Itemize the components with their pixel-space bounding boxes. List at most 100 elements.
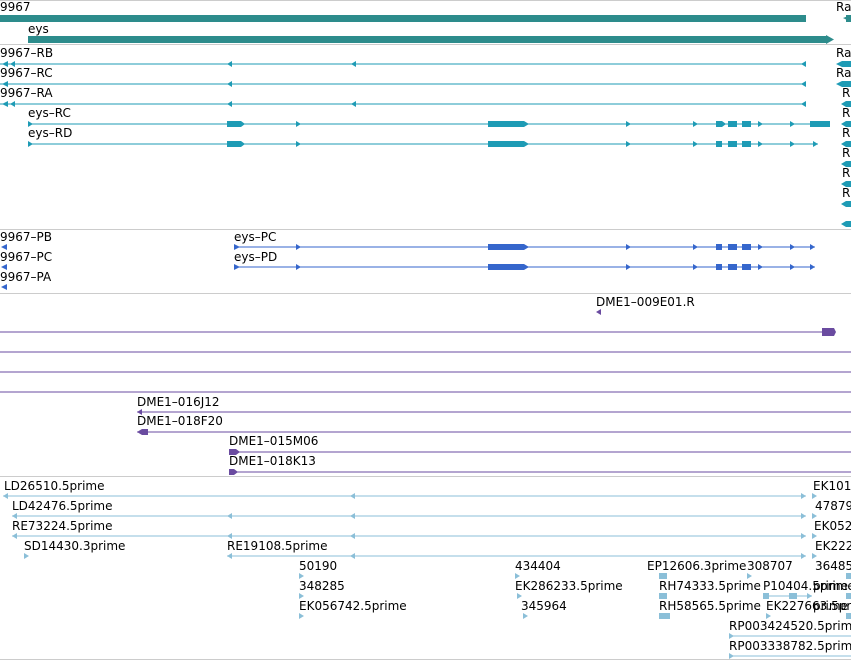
est-label-right-36485[interactable]: 36485	[815, 559, 851, 573]
transcript-label-right-1[interactable]: Ra	[836, 46, 851, 60]
est-label-348285[interactable]: 348285	[299, 579, 345, 593]
est-345964[interactable]	[523, 613, 528, 619]
clone-015m06[interactable]	[229, 449, 851, 455]
est-label-308707[interactable]: 308707	[747, 559, 793, 573]
protein-track	[1, 244, 815, 290]
protein-9967-pa[interactable]	[1, 284, 7, 290]
protein-eys-pd[interactable]	[234, 264, 815, 270]
est-label-re19108[interactable]: RE19108.5prime	[227, 539, 328, 553]
transcript-eys-rd[interactable]	[28, 141, 818, 147]
est-label-434404[interactable]: 434404	[515, 559, 561, 573]
transcript-label-eys-rc[interactable]: eys–RC	[28, 106, 71, 120]
transcript-9967-rc[interactable]	[0, 81, 806, 87]
transcript-label-right-7[interactable]: R	[842, 166, 851, 180]
est-ep12606[interactable]	[659, 573, 667, 579]
clone-label-016j12[interactable]: DME1–016J12	[137, 395, 220, 409]
est-rp003338782[interactable]	[729, 653, 851, 659]
transcript-label-right-8[interactable]: R	[842, 186, 851, 200]
est-label-right-ek052[interactable]: EK052	[814, 519, 851, 533]
clone-label-015m06[interactable]: DME1–015M06	[229, 434, 319, 448]
est-434404[interactable]	[515, 573, 520, 579]
est-label-ek056742[interactable]: EK056742.5prime	[299, 599, 407, 613]
est-ek056742[interactable]	[299, 613, 304, 619]
est-label-ek286233[interactable]: EK286233.5prime	[515, 579, 623, 593]
transcript-eys-rc[interactable]	[28, 121, 830, 127]
est-re19108[interactable]	[227, 553, 806, 559]
gene-track	[0, 15, 851, 44]
est-label-right-prime-a[interactable]: prime	[813, 579, 848, 593]
est-rh74333[interactable]	[659, 593, 667, 599]
est-label-right-prime-b[interactable]: prime	[813, 599, 848, 613]
transcript-label-9967-ra[interactable]: 9967–RA	[0, 86, 53, 100]
est-label-50190[interactable]: 50190	[299, 559, 338, 573]
protein-label-9967-pa[interactable]: 9967–PA	[0, 270, 52, 284]
transcript-label-right-3[interactable]: R	[842, 86, 851, 100]
est-348285[interactable]	[299, 593, 304, 599]
transcript-label-eys-rd[interactable]: eys–RD	[28, 126, 73, 140]
est-ek227663[interactable]	[766, 613, 771, 619]
transcript-right-edge[interactable]	[836, 61, 851, 227]
est-ek286233[interactable]	[517, 593, 522, 599]
transcript-label-right-2[interactable]: Ra	[836, 66, 851, 80]
est-rp003424520[interactable]	[729, 633, 851, 639]
est-label-right-ek222[interactable]: EK222	[815, 539, 851, 553]
protein-label-eys-pd[interactable]: eys–PD	[234, 250, 278, 264]
clone-label-009e01[interactable]: DME1–009E01.R	[596, 295, 695, 309]
clone-label-018f20[interactable]: DME1–018F20	[137, 414, 223, 428]
est-label-re73224[interactable]: RE73224.5prime	[12, 519, 113, 533]
transcript-label-right-5[interactable]: R	[842, 126, 851, 140]
est-label-ld26510[interactable]: LD26510.5prime	[4, 479, 105, 493]
gene-feature-ra-bar[interactable]	[846, 15, 851, 22]
est-label-p10404[interactable]: P10404.5prime	[763, 579, 851, 593]
transcript-9967-rb[interactable]	[0, 61, 806, 67]
est-label-rh58565[interactable]: RH58565.5prime	[659, 599, 761, 613]
est-label-ep12606[interactable]: EP12606.3prime	[647, 559, 747, 573]
protein-9967-pb[interactable]	[1, 244, 7, 250]
clone-label-018k13[interactable]: DME1–018K13	[229, 454, 316, 468]
transcript-label-9967-rb[interactable]: 9967–RB	[0, 46, 54, 60]
clone-009e01-arrow[interactable]	[596, 309, 601, 315]
est-re73224[interactable]	[12, 533, 806, 539]
protein-eys-pc[interactable]	[234, 244, 815, 250]
est-ld26510[interactable]	[3, 493, 806, 499]
transcript-9967-ra[interactable]	[0, 101, 806, 107]
est-50190[interactable]	[299, 573, 304, 579]
transcript-label-right-6[interactable]: R	[842, 146, 851, 160]
gene-label-eys[interactable]: eys	[28, 22, 49, 36]
transcript-label-right-4[interactable]: R	[842, 106, 851, 120]
clone-018k13[interactable]	[229, 469, 851, 475]
gene-feature-eys[interactable]	[28, 36, 826, 43]
protein-label-eys-pc[interactable]: eys–PC	[234, 230, 277, 244]
est-label-sd14430[interactable]: SD14430.3prime	[24, 539, 126, 553]
clone-track	[0, 309, 851, 475]
est-p10404[interactable]	[763, 593, 812, 599]
est-label-right-47879[interactable]: 47879	[815, 499, 851, 513]
est-label-ek227663[interactable]: EK227663.5prime	[766, 599, 851, 613]
clone-016j12[interactable]	[137, 409, 851, 415]
protein-label-9967-pb[interactable]: 9967–PB	[0, 230, 53, 244]
gene-label-ra[interactable]: Ra	[836, 0, 851, 14]
transcript-label-9967-rc[interactable]: 9967–RC	[0, 66, 53, 80]
est-right-edge[interactable]	[812, 493, 851, 619]
est-label-345964[interactable]: 345964	[521, 599, 567, 613]
protein-9967-pc[interactable]	[1, 264, 7, 270]
gene-feature-9967[interactable]	[0, 15, 806, 22]
est-rh58565[interactable]	[659, 613, 670, 619]
est-label-rp003338782[interactable]: RP003338782.5prime	[729, 639, 851, 653]
protein-label-9967-pc[interactable]: 9967–PC	[0, 250, 53, 264]
est-label-ld42476[interactable]: LD42476.5prime	[12, 499, 113, 513]
mrna-track	[0, 61, 851, 227]
est-sd14430[interactable]	[24, 553, 29, 559]
est-label-rp003424520[interactable]: RP003424520.5prime	[729, 619, 851, 633]
clone-line-1[interactable]	[0, 328, 836, 336]
gene-label-9967[interactable]: 9967	[0, 0, 31, 14]
est-track	[3, 493, 851, 659]
est-label-right-ek101[interactable]: EK101	[813, 479, 851, 493]
est-ld42476[interactable]	[12, 513, 806, 519]
est-308707[interactable]	[747, 573, 752, 579]
gene-feature-eys-arrow	[826, 35, 834, 44]
est-label-rh74333[interactable]: RH74333.5prime	[659, 579, 761, 593]
clone-018f20[interactable]	[137, 429, 851, 435]
